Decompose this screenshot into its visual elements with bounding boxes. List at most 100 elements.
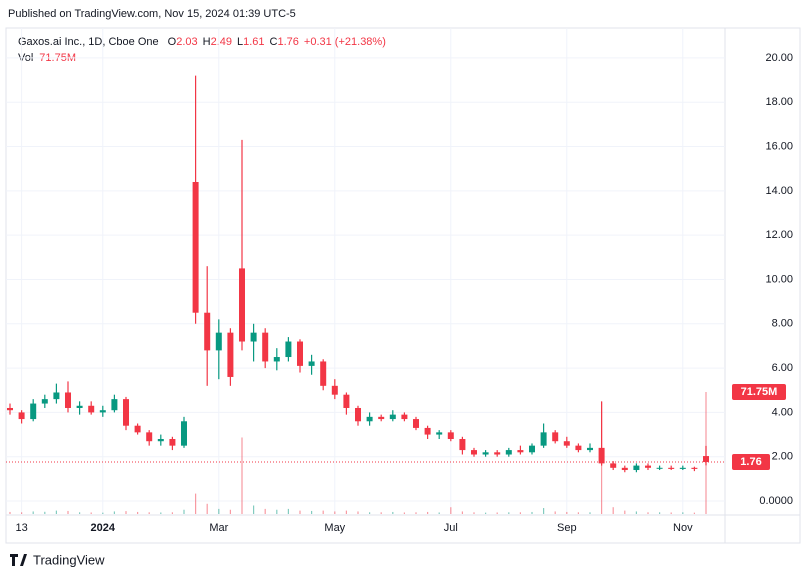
volume-bar xyxy=(21,512,23,514)
ohlc-value: 1.76 xyxy=(278,36,299,48)
volume-bar xyxy=(403,512,405,514)
volume-bar xyxy=(496,512,498,514)
volume-bar xyxy=(577,512,579,514)
candle-body xyxy=(320,361,327,386)
candle-body xyxy=(645,465,651,468)
volume-bar xyxy=(461,511,463,514)
candle-body xyxy=(53,392,60,400)
logo: TradingView xyxy=(10,552,105,567)
candle-body xyxy=(204,312,211,351)
volume-bar xyxy=(566,511,568,514)
volume-tag-label: 71.75M xyxy=(741,386,778,398)
candle-body xyxy=(308,361,315,366)
candle-body xyxy=(123,399,129,426)
candle-body xyxy=(88,405,95,413)
candle-body xyxy=(610,463,617,468)
candle-body xyxy=(366,416,373,422)
volume-bar xyxy=(543,508,545,514)
volume-bar xyxy=(44,511,46,514)
volume-bar xyxy=(670,512,672,514)
volume-bar xyxy=(148,512,150,514)
candle-body xyxy=(389,414,396,420)
candle-body xyxy=(691,467,698,469)
volume-bar xyxy=(485,512,487,514)
ohlc-value: 1.61 xyxy=(243,36,264,48)
price-tag-label: 1.76 xyxy=(740,456,761,468)
volume-bar xyxy=(67,510,69,514)
y-tick-label: 8.00 xyxy=(772,318,793,330)
volume-bar xyxy=(659,512,661,514)
volume-bar xyxy=(125,511,127,514)
volume-bar xyxy=(531,511,533,514)
candle-body xyxy=(111,399,118,411)
y-tick-label: 6.00 xyxy=(772,362,793,374)
published-note: Published on TradingView.com, Nov 15, 20… xyxy=(8,8,296,20)
volume-bar xyxy=(334,511,336,514)
volume-bar xyxy=(171,512,173,514)
candle-body xyxy=(378,416,385,420)
candle-body xyxy=(227,332,234,377)
candle-body xyxy=(540,432,547,446)
y-tick-label: 18.00 xyxy=(765,96,793,108)
candle-body xyxy=(30,403,37,420)
candle-body xyxy=(285,341,292,358)
volume-bar xyxy=(90,512,92,514)
volume-bar xyxy=(392,511,394,514)
candle-body xyxy=(297,341,303,366)
change-value: +0.31 (+21.38%) xyxy=(304,36,386,48)
candle-body xyxy=(181,421,187,446)
candle-body xyxy=(192,181,199,313)
volume-bar xyxy=(9,511,11,514)
volume-bar xyxy=(229,509,231,514)
candle-body xyxy=(575,445,582,451)
candle-body xyxy=(447,432,454,440)
volume-bar xyxy=(380,512,382,514)
volume-bar xyxy=(311,510,313,514)
price-tag xyxy=(732,454,770,471)
candle-body xyxy=(563,441,570,446)
candle-body xyxy=(99,410,106,413)
volume-bar xyxy=(427,511,429,514)
volume-bar xyxy=(612,507,614,514)
volume-bar xyxy=(322,510,324,514)
candle-body xyxy=(459,439,466,451)
y-tick-label: 4.00 xyxy=(772,406,793,418)
candle-body xyxy=(517,450,524,453)
candle-body xyxy=(482,452,489,455)
symbol-title: Gaxos.ai Inc., 1D, Cboe One xyxy=(18,36,159,48)
volume-bar xyxy=(253,505,255,514)
volume-bar xyxy=(345,510,347,514)
chart-frame xyxy=(5,27,801,544)
volume-bar xyxy=(682,512,684,514)
candle-body xyxy=(65,392,71,408)
ohlc-label: O xyxy=(168,36,177,48)
volume-bar xyxy=(369,512,371,514)
volume-bar xyxy=(195,493,197,514)
x-tick-label: 2024 xyxy=(91,522,116,534)
candle-body xyxy=(494,452,501,455)
candle-body xyxy=(134,425,141,433)
legend-line: Gaxos.ai Inc., 1D, Cboe One O2.03 H2.49 L1.… xyxy=(18,36,386,48)
x-tick-label: 13 xyxy=(15,522,27,534)
candle-body xyxy=(529,445,535,453)
y-tick-label: 16.00 xyxy=(765,140,793,152)
volume-bar xyxy=(635,511,637,514)
footer-brand: TradingView xyxy=(33,552,105,567)
candle-body xyxy=(76,405,83,408)
candle-body xyxy=(552,432,559,442)
candle-body xyxy=(401,414,408,420)
volume-bar xyxy=(554,511,556,514)
candle-body xyxy=(41,399,48,404)
x-tick-label: Jul xyxy=(444,522,458,534)
candle-body xyxy=(157,439,164,442)
ohlc-label: C xyxy=(270,36,278,48)
x-tick-label: Mar xyxy=(209,522,228,534)
volume-bar xyxy=(276,509,278,514)
candle-body xyxy=(679,467,686,469)
x-tick-label: Nov xyxy=(673,522,693,534)
volume-bar xyxy=(287,508,289,514)
volume-bar xyxy=(519,512,521,514)
volume-bar xyxy=(218,508,220,514)
